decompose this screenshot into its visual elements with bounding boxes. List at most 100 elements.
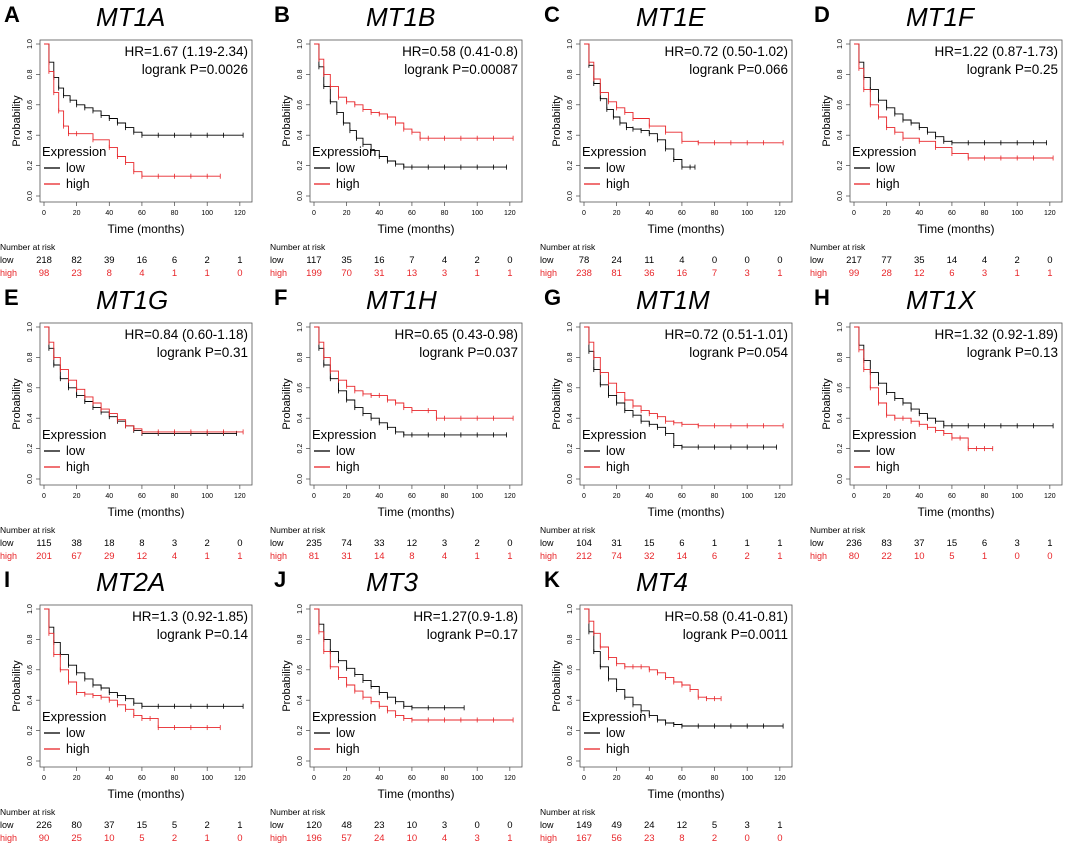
y-tick-label: 0.6 [27,100,34,110]
y-tick-label: 0.4 [297,695,304,705]
km-curve-low [854,326,1054,427]
risk-high-count: 3 [745,268,750,279]
km-plot-svg: 0.00.20.40.60.81.00 20 40 60 80 100 120Probabi… [540,604,793,844]
legend-high-label: high [606,177,630,191]
y-tick-label: 1.0 [567,39,574,49]
y-tick-label: 0.4 [567,130,574,140]
x-tick-label: 120 [234,775,246,782]
x-tick-label: 100 [741,210,753,217]
risk-high-count: 2 [745,551,750,562]
y-tick-label: 1.0 [567,322,574,332]
risk-low-count: 0 [507,538,512,549]
risk-high-count: 24 [374,833,385,844]
risk-high-count: 31 [374,268,385,279]
risk-high-count: 1 [1047,268,1052,279]
panel-letter: I [4,567,11,592]
x-tick-label: 0 [312,210,316,217]
km-plot-svg: 0.00.20.40.60.81.00 20 40 60 80 100 120Probabi… [810,322,1063,562]
y-tick-label: 0.8 [837,69,844,79]
x-tick-label: 100 [201,210,213,217]
x-tick-label: 60 [948,493,956,500]
risk-high-count: 1 [205,268,210,279]
risk-low-count: 74 [341,538,352,549]
x-tick-label: 60 [138,493,146,500]
legend-high-label: high [876,177,900,191]
km-panel-mt1x: H MT1X 0.0 0.2 0.4 0.6 0.8 1.0 0 20 40 60 80 100 120 Pr… [810,283,1072,563]
x-tick-label: 20 [343,493,351,500]
km-curve-high [854,326,993,450]
y-tick-label: 0.6 [567,100,574,110]
risk-low-count: 16 [137,255,148,266]
risk-low-count: 33 [374,538,385,549]
risk-high-count: 3 [442,268,447,279]
risk-row-label-low: low [810,538,824,548]
x-tick-label: 40 [645,210,653,217]
x-axis-label: Time (months) [108,505,185,519]
y-tick-label: 0.8 [567,69,574,79]
km-plot-svg: 0.00.20.40.60.81.00 20 40 60 80 100 120Probabi… [540,322,793,562]
risk-low-count: 104 [576,538,592,549]
x-tick-label: 80 [711,210,719,217]
x-tick-label: 100 [201,493,213,500]
y-axis-label: Probability [11,660,23,712]
risk-low-count: 37 [104,820,115,831]
x-tick-label: 0 [42,775,46,782]
hazard-ratio-text: HR=0.58 (0.41-0.8) [402,44,518,59]
risk-low-count: 35 [341,255,352,266]
x-tick-label: 120 [504,493,516,500]
risk-low-count: 48 [341,820,352,831]
x-tick-label: 120 [774,210,786,217]
risk-low-count: 83 [881,538,892,549]
logrank-p-text: logrank P=0.00087 [404,62,518,77]
panel-letter: H [814,285,830,310]
km-plot-svg: 0.00.20.40.60.81.00 20 40 60 80 100 120Probabi… [270,322,523,562]
risk-row-label-low: low [0,820,14,830]
risk-low-count: 18 [104,538,115,549]
km-panel-mt3: J MT3 0.0 0.2 0.4 0.6 0.8 1.0 0 20 40 60 80 100 120 Pro… [270,565,532,845]
y-tick-label: 0.2 [297,726,304,736]
risk-high-count: 6 [712,551,717,562]
risk-high-count: 1 [507,268,512,279]
y-tick-label: 0.8 [297,634,304,644]
x-tick-label: 60 [678,210,686,217]
logrank-p-text: logrank P=0.13 [967,345,1058,360]
hazard-ratio-text: HR=0.72 (0.51-1.01) [665,327,788,342]
risk-high-count: 23 [71,268,82,279]
y-tick-label: 0.2 [567,161,574,171]
legend-high-label: high [606,460,630,474]
y-tick-label: 0.6 [837,383,844,393]
logrank-p-text: logrank P=0.037 [419,345,518,360]
gene-title: MT1A [96,2,166,32]
risk-low-count: 218 [36,255,52,266]
x-tick-label: 120 [774,493,786,500]
legend-low-label: low [336,161,356,175]
panel-letter: A [4,2,20,27]
legend-high-label: high [66,460,90,474]
x-axis-label: Time (months) [378,505,455,519]
x-tick-label: 100 [471,775,483,782]
risk-high-count: 8 [409,551,414,562]
y-tick-label: 0.8 [567,634,574,644]
y-tick-label: 0.8 [297,352,304,362]
x-tick-label: 20 [73,493,81,500]
risk-low-count: 1 [777,538,782,549]
km-plot-svg: 0.00.20.40.60.81.00 20 40 60 80 100 120Probabi… [540,39,793,279]
y-tick-label: 0.2 [567,444,574,454]
legend-low-label: low [876,444,896,458]
y-tick-label: 0.0 [837,191,844,201]
risk-low-count: 3 [442,538,447,549]
x-tick-label: 100 [1011,210,1023,217]
risk-low-count: 2 [1015,255,1020,266]
risk-row-label-low: low [270,255,284,265]
y-tick-label: 0.8 [27,352,34,362]
x-tick-label: 40 [915,493,923,500]
x-tick-label: 60 [408,493,416,500]
x-tick-label: 60 [678,493,686,500]
km-curve-high [584,43,784,144]
risk-high-count: 57 [341,833,352,844]
x-axis-label: Time (months) [108,787,185,801]
legend-high-label: high [606,742,630,756]
km-plot-svg: 0.00.20.40.60.81.00 20 40 60 80 100 120Probabi… [810,39,1063,279]
risk-high-count: 1 [777,551,782,562]
y-tick-label: 0.4 [297,130,304,140]
